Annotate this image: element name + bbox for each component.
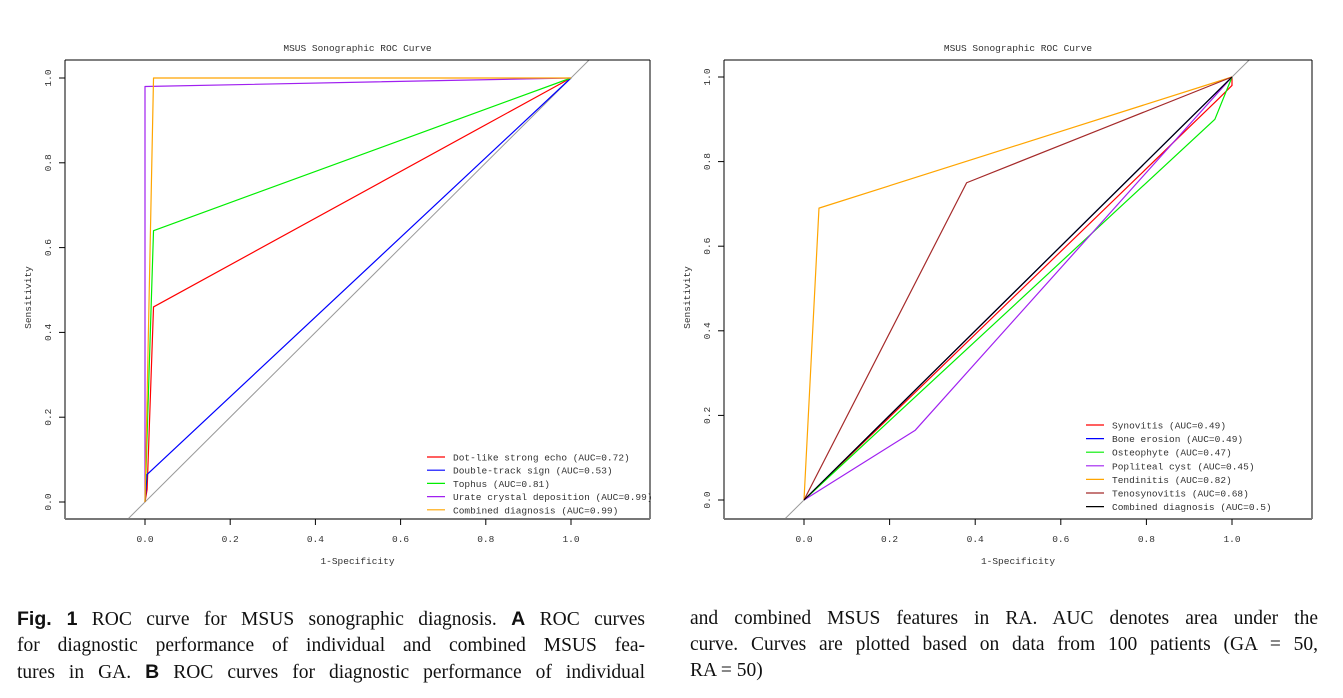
legend-label: Synovitis (AUC=0.49) — [1112, 421, 1226, 432]
caption-text: for diagnostic performance of individual… — [17, 635, 645, 656]
caption-text: curve. Curves are plotted based on data … — [690, 634, 1318, 655]
caption-line: for diagnostic performance of individual… — [17, 633, 645, 659]
roc-curve-3 — [144, 77, 572, 502]
legend-label: Dot-like strong echo (AUC=0.72) — [453, 453, 630, 464]
legend-label: Popliteal cyst (AUC=0.45) — [1112, 461, 1255, 472]
caption-line: curve. Curves are plotted based on data … — [690, 632, 1318, 658]
chart-title: MSUS Sonographic ROC Curve — [283, 43, 432, 54]
x-tick-label: 1.0 — [562, 534, 579, 545]
x-axis-label: 1-Specificity — [981, 556, 1055, 567]
x-tick-label: 0.2 — [881, 534, 898, 545]
caption-bold-text: B — [145, 661, 160, 683]
x-axis-label: 1-Specificity — [320, 556, 394, 567]
roc-curve-2 — [144, 77, 572, 503]
y-tick-label: 1.0 — [702, 68, 713, 85]
y-tick-label: 0.8 — [702, 153, 713, 170]
legend: Dot-like strong echo (AUC=0.72) Double-tr… — [427, 453, 653, 516]
caption-bold-text: A — [511, 608, 526, 630]
legend-label: Tendinitis (AUC=0.82) — [1112, 475, 1232, 486]
x-tick-label: 0.6 — [1052, 534, 1069, 545]
y-tick-label: 0.6 — [702, 237, 713, 254]
caption-text: ROC curves — [525, 609, 645, 630]
legend-label: Urate crystal deposition (AUC=0.99) — [453, 492, 653, 503]
legend-label: Combined diagnosis (AUC=0.99) — [453, 505, 618, 516]
caption-text: and combined MSUS features in RA. AUC de… — [690, 608, 1318, 629]
y-tick-label: 0.2 — [43, 408, 54, 425]
caption-text: ROC curves for diagnostic performance of… — [159, 662, 645, 683]
caption-line: Fig. 1 ROC curve for MSUS sonographic di… — [17, 606, 645, 633]
legend-label: Osteophyte (AUC=0.47) — [1112, 448, 1232, 459]
x-tick-label: 0.4 — [967, 534, 984, 545]
figure-caption-right: and combined MSUS features in RA. AUC de… — [690, 606, 1318, 684]
roc-curve-3 — [803, 76, 1233, 501]
roc-curve-4 — [803, 76, 1233, 501]
y-tick-label: 0.0 — [702, 491, 713, 508]
caption-line: tures in GA. B ROC curves for diagnostic… — [17, 659, 645, 686]
caption-text: ROC curve for MSUS sonographic diagnosis… — [77, 609, 512, 630]
y-tick-label: 0.8 — [43, 154, 54, 171]
legend-label: Double-track sign (AUC=0.53) — [453, 466, 613, 477]
chart-panel-B: MSUS Sonographic ROC Curve 0.0 0.2 0.4 0.6 0.… — [682, 43, 1313, 567]
chart-panel-A: MSUS Sonographic ROC Curve 0.0 0.2 0.4 0.6 0.… — [23, 43, 653, 567]
caption-text: tures in GA. — [17, 662, 146, 683]
plot-area — [127, 60, 590, 519]
y-tick-label: 0.0 — [43, 493, 54, 510]
y-axis-label: Sensitivity — [682, 266, 693, 329]
reference-diagonal-line — [127, 60, 590, 519]
caption-line: and combined MSUS features in RA. AUC de… — [690, 606, 1318, 632]
y-tick-label: 0.6 — [43, 239, 54, 256]
figure-caption-left: Fig. 1 ROC curve for MSUS sonographic di… — [17, 606, 645, 686]
y-tick-label: 0.4 — [702, 322, 713, 339]
y-tick-label: 0.4 — [43, 324, 54, 341]
x-tick-label: 0.8 — [477, 534, 494, 545]
x-tick-label: 0.6 — [392, 534, 409, 545]
legend-label: Bone erosion (AUC=0.49) — [1112, 434, 1243, 445]
legend: Synovitis (AUC=0.49) Bone erosion (AUC=0.… — [1086, 421, 1272, 513]
x-tick-label: 1.0 — [1223, 534, 1240, 545]
x-tick-label: 0.0 — [795, 534, 812, 545]
x-tick-label: 0.2 — [222, 534, 239, 545]
roc-curve-4 — [144, 77, 571, 503]
y-tick-label: 1.0 — [43, 69, 54, 86]
caption-line: RA = 50) — [690, 658, 1318, 684]
chart-title: MSUS Sonographic ROC Curve — [944, 43, 1093, 54]
legend-label: Tenosynovitis (AUC=0.68) — [1112, 489, 1249, 500]
x-tick-label: 0.4 — [307, 534, 324, 545]
roc-curve-5 — [803, 76, 1233, 501]
y-axis-label: Sensitivity — [23, 266, 34, 329]
legend-label: Combined diagnosis (AUC=0.5) — [1112, 502, 1272, 513]
x-tick-label: 0.8 — [1138, 534, 1155, 545]
figure-charts: MSUS Sonographic ROC Curve 0.0 0.2 0.4 0.6 0.… — [23, 43, 1313, 567]
caption-bold-text: Fig. 1 — [17, 608, 78, 630]
x-tick-label: 0.0 — [136, 534, 153, 545]
y-tick-label: 0.2 — [702, 407, 713, 424]
roc-curve-2 — [803, 76, 1233, 501]
caption-text: RA = 50) — [690, 660, 763, 681]
legend-label: Tophus (AUC=0.81) — [453, 479, 550, 490]
plot-area — [784, 60, 1250, 519]
roc-curve-6 — [803, 76, 1233, 501]
